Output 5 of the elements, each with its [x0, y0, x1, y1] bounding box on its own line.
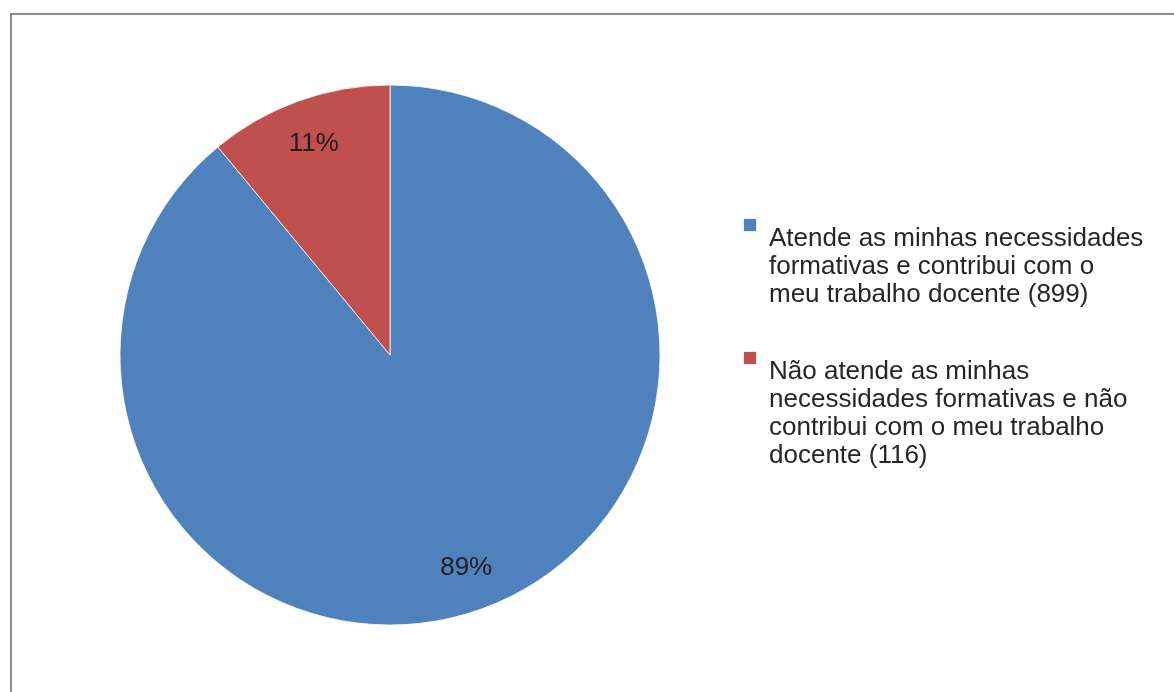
pie-slice [119, 84, 661, 626]
legend-label: Não atende as minhas necessidades formativas e não contribui com o meu trabalho docente (116) [769, 355, 1128, 469]
legend-label: Atende as minhas necessidades formativas e contribui com o meu trabalho docente (899) [769, 222, 1144, 308]
data-label: 11% [288, 127, 339, 158]
data-label: 89% [440, 550, 493, 581]
